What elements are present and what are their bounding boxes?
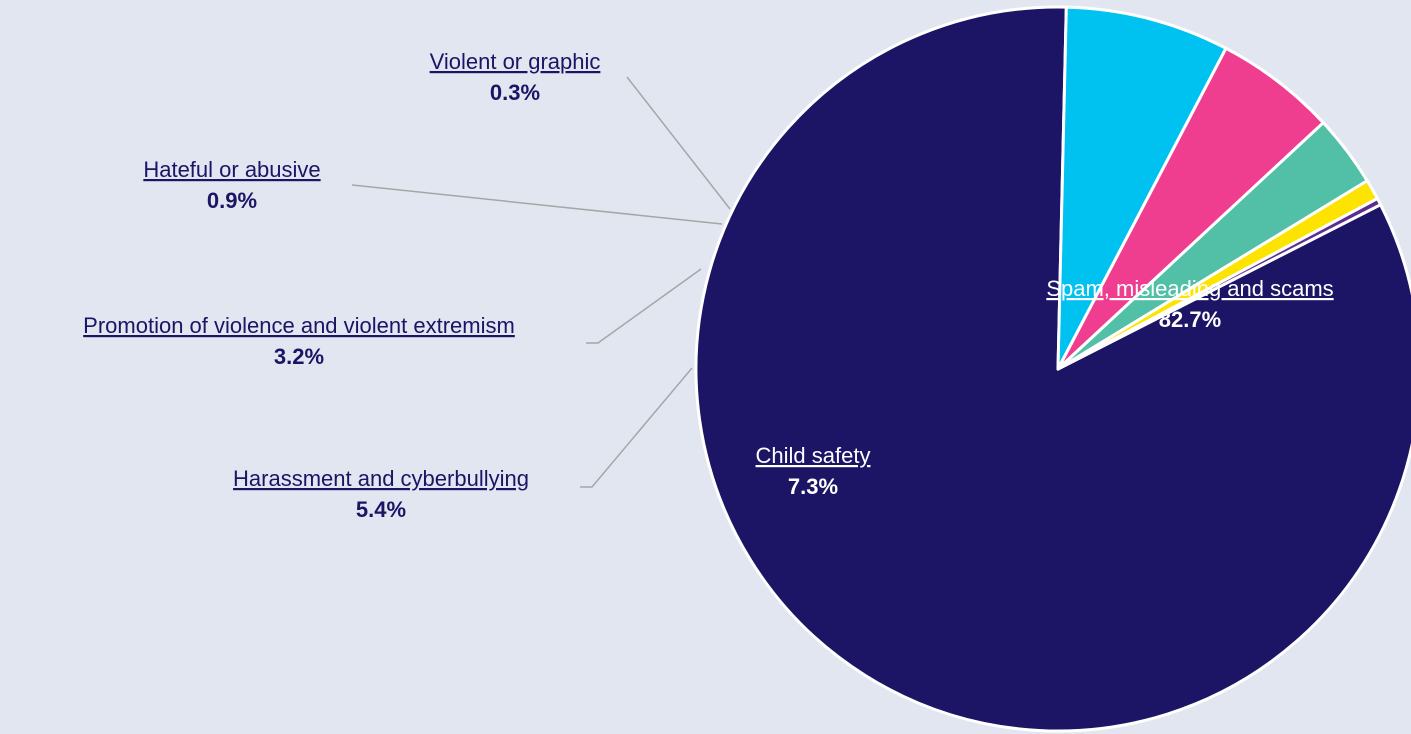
slice-value-hateful-or-abusive: 0.9% — [207, 188, 257, 213]
slice-label-hateful-or-abusive: Hateful or abusive — [143, 157, 320, 182]
pie-slice-child-safety — [1056, 5, 1228, 371]
pie-slice-violent-or-graphic — [1056, 197, 1383, 371]
slice-value-spam-misleading-and-scams: 82.7% — [1159, 307, 1221, 332]
pie-slices — [694, 5, 1411, 733]
slice-label-promotion-of-violence-and-violent-extremism: Promotion of violence and violent extrem… — [83, 313, 515, 338]
slice-labels: Spam, misleading and scams 82.7% Child saf… — [83, 49, 1334, 522]
pie-slice-spam-misleading-and-scams — [694, 5, 1411, 733]
slice-value-promotion-of-violence-and-violent-extremism: 3.2% — [274, 344, 324, 369]
slice-label-violent-or-graphic: Violent or graphic — [430, 49, 601, 74]
slice-value-harassment-and-cyberbullying: 5.4% — [356, 497, 406, 522]
leader-line-hateful-or-abusive — [351, 184, 723, 225]
slice-label-harassment-and-cyberbullying: Harassment and cyberbullying — [233, 466, 529, 491]
slice-value-violent-or-graphic: 0.3% — [490, 80, 540, 105]
leader-line-promotion-of-violence-and-violent-extremism — [586, 268, 702, 344]
leader-line-violent-or-graphic — [626, 76, 731, 210]
slice-value-child-safety: 7.3% — [788, 474, 838, 499]
leader-lines — [351, 76, 731, 488]
leader-line-harassment-and-cyberbullying — [580, 367, 693, 488]
slice-label-spam-misleading-and-scams: Spam, misleading and scams — [1046, 276, 1333, 301]
slice-label-child-safety: Child safety — [756, 443, 871, 468]
